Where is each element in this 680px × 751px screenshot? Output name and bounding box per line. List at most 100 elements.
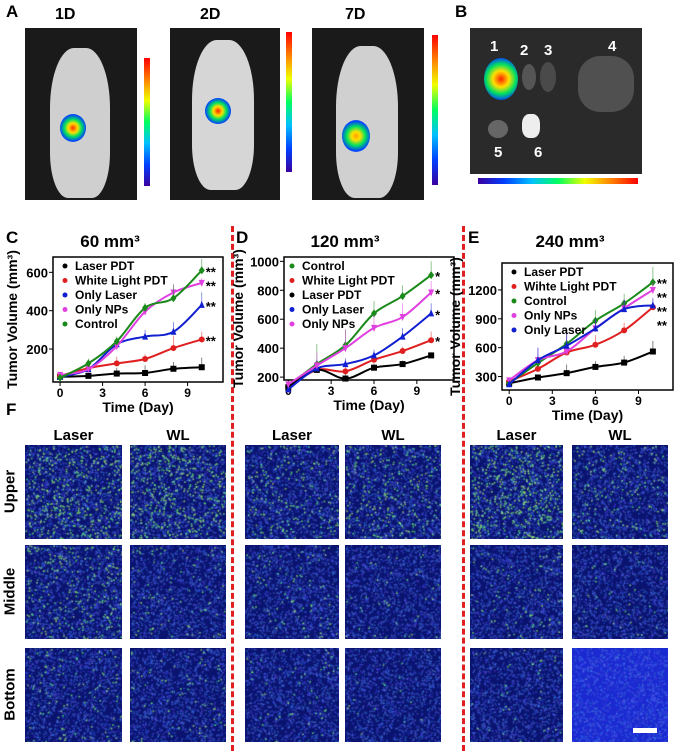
legend-label: Only Laser [75,288,137,302]
panel-label-f: F [6,400,17,419]
legend-label: Laser PDT [75,259,135,273]
data-point [534,365,541,372]
data-point [113,337,120,346]
x-tick-label: 9 [635,394,642,408]
data-point [285,385,292,393]
data-point [170,327,177,335]
mouse-body [336,46,398,198]
plot-frame [52,256,224,383]
significance-label: ** [206,264,217,279]
column-header-laser: Laser [271,427,313,444]
legend-marker-down-triangle [289,321,295,327]
significance-label: ** [657,276,668,291]
charts-layer: 60 mm³ 0 3 6 9 200 400 600 Time (Day) Tumor Volum… [4,232,674,423]
micrograph-bottom-laser [245,648,339,742]
data-point [342,360,349,368]
chart-title: 120 mm³ [311,232,380,251]
x-tick-label: 6 [592,394,599,408]
mouse-image-1d [25,28,137,200]
plot-frame [501,262,674,391]
colorbar-2d [286,32,292,172]
micrograph-upper-laser [470,445,563,539]
legend-marker-circle [62,278,68,283]
colorbar-1d [144,58,150,186]
row-label-upper: Upper [1,469,19,514]
panel-label-e: E [468,228,480,247]
data-point [621,359,628,366]
chart-title: 60 mm³ [80,232,140,251]
colorbar-7d [432,35,438,185]
y-tick-label: 1200 [468,283,497,298]
data-point [399,348,406,355]
data-point [313,362,320,370]
x-tick-label: 9 [414,384,421,398]
data-point [621,305,628,313]
legend-marker-diamond [62,321,68,327]
legend-label: Only Laser [302,303,364,317]
x-tick-label: 9 [184,386,191,400]
legend-label: Only NPs [75,303,129,317]
series-laser-pdt: Laser PDT [57,259,205,380]
legend-label: Laser PDT [302,288,362,302]
series-line [287,312,432,391]
data-point [142,332,149,340]
data-point [198,364,205,371]
y-tick-label: 900 [475,312,497,327]
data-point [428,271,435,280]
micrograph-middle-wl [572,545,668,639]
row-label-bottom: Bottom [1,668,19,721]
significance-label: * [435,334,441,349]
micrograph-middle-laser [470,545,563,639]
data-point [506,380,513,388]
series-only-laser: Only Laser * [285,303,441,393]
chart-2: 240 mm³ 0 3 6 9 300 600 900 1200 Time (Day) Tumor … [447,232,674,423]
micrograph-bottom-wl [572,648,668,742]
significance-label: * [435,307,441,322]
micrograph-bottom-laser [25,648,122,742]
x-axis-label: Time (Day) [102,399,173,415]
micrograph-upper-wl [345,445,441,539]
organ-4 [578,56,634,112]
organ-6 [522,114,540,138]
data-point [85,366,92,374]
significance-label: * [435,269,441,284]
day-label-2: 2D [200,6,221,23]
organ-5 [488,120,508,138]
data-point [563,348,570,356]
micrograph-bottom-wl [130,648,226,742]
data-point [592,363,599,370]
x-axis-label: Time (Day) [552,407,623,423]
legend-marker-circle [289,278,295,283]
plot-frame [283,256,455,381]
colorbar-organs [478,178,638,184]
data-point [592,341,599,348]
series-white-light-pdt: White Light PDT ** [57,274,217,379]
x-tick-label: 0 [57,386,64,400]
data-point [285,381,292,389]
series-wihte-light-pdt: Wihte Light PDT ** [506,280,668,385]
divider-right [462,226,465,751]
data-point [371,324,377,332]
micrograph-middle-laser [25,545,122,639]
data-point [198,266,205,275]
data-point [342,368,349,375]
y-axis-label: Tumor Volume (mm³) [447,257,463,396]
column-header-wl: WL [166,427,190,444]
legend-marker-circle [511,284,517,289]
series-line [508,281,654,385]
y-axis-label: Tumor Volume (mm³) [230,249,246,388]
significance-label: ** [206,278,217,293]
significance-label: ** [206,333,217,348]
day-label-3: 7D [345,6,366,23]
data-point [170,345,177,352]
series-laser-pdt: Laser PDT [506,265,656,387]
organ-image: 1 2 3 4 5 6 [470,28,642,174]
fluorescence-spot [342,120,370,152]
day-label-1: 1D [55,6,76,23]
y-tick-label: 600 [26,265,48,280]
legend-label: White Light PDT [302,274,395,288]
panel-label-b: B [455,2,468,21]
data-point [142,369,149,376]
micrograph-upper-wl [572,445,668,539]
data-point [170,365,177,372]
